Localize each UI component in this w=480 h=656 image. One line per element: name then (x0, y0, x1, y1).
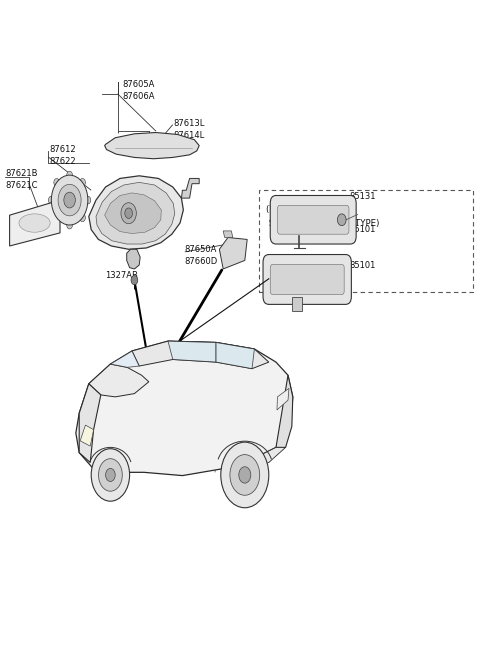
Polygon shape (80, 425, 94, 446)
Ellipse shape (19, 214, 50, 232)
Polygon shape (219, 237, 247, 269)
Text: 87612: 87612 (49, 145, 76, 154)
Polygon shape (181, 178, 199, 198)
Circle shape (91, 449, 130, 501)
Circle shape (80, 214, 85, 222)
FancyBboxPatch shape (270, 195, 356, 244)
Circle shape (48, 196, 54, 204)
Circle shape (131, 276, 138, 285)
Polygon shape (132, 341, 269, 369)
Circle shape (58, 184, 81, 216)
Circle shape (67, 221, 72, 229)
Polygon shape (105, 133, 199, 159)
Text: 87621C: 87621C (6, 181, 38, 190)
Circle shape (54, 214, 60, 222)
Text: 87606A: 87606A (122, 92, 155, 101)
FancyBboxPatch shape (263, 255, 351, 304)
Circle shape (239, 467, 251, 483)
Circle shape (98, 459, 122, 491)
Bar (259, 190, 473, 292)
Text: 87613L: 87613L (174, 119, 205, 128)
Polygon shape (276, 375, 293, 447)
Text: 85101: 85101 (349, 225, 376, 234)
Text: 1327AB: 1327AB (105, 271, 137, 280)
Text: 87614L: 87614L (174, 131, 205, 140)
Circle shape (121, 203, 136, 224)
Text: 85131: 85131 (349, 192, 376, 201)
Polygon shape (277, 388, 289, 410)
FancyBboxPatch shape (277, 205, 349, 234)
Polygon shape (105, 193, 161, 234)
Polygon shape (89, 364, 149, 397)
Polygon shape (127, 249, 140, 269)
Circle shape (125, 208, 132, 218)
Circle shape (67, 171, 72, 179)
Circle shape (64, 192, 75, 208)
Polygon shape (250, 447, 286, 469)
Polygon shape (10, 200, 60, 246)
Polygon shape (96, 182, 175, 244)
Text: SYSTEM+COMPASS TYPE): SYSTEM+COMPASS TYPE) (266, 219, 380, 228)
FancyBboxPatch shape (270, 264, 344, 295)
Polygon shape (223, 231, 233, 237)
Circle shape (80, 178, 85, 186)
Circle shape (106, 468, 115, 482)
Circle shape (230, 455, 260, 495)
Circle shape (85, 196, 91, 204)
Polygon shape (216, 342, 254, 369)
Polygon shape (168, 341, 216, 362)
Text: 87605A: 87605A (122, 80, 155, 89)
Polygon shape (110, 351, 139, 367)
Polygon shape (76, 341, 293, 476)
Text: 87621B: 87621B (6, 169, 38, 178)
Polygon shape (79, 384, 101, 462)
Circle shape (51, 175, 88, 225)
Polygon shape (89, 176, 183, 249)
Circle shape (337, 214, 346, 226)
Circle shape (221, 442, 269, 508)
Polygon shape (292, 297, 302, 311)
Text: (W/ECM+HOME LINK: (W/ECM+HOME LINK (266, 205, 356, 214)
Text: 87622: 87622 (49, 157, 76, 166)
Text: 85101: 85101 (349, 261, 376, 270)
Circle shape (54, 178, 60, 186)
Text: 87650A: 87650A (185, 245, 217, 254)
Text: 87660D: 87660D (185, 256, 218, 266)
